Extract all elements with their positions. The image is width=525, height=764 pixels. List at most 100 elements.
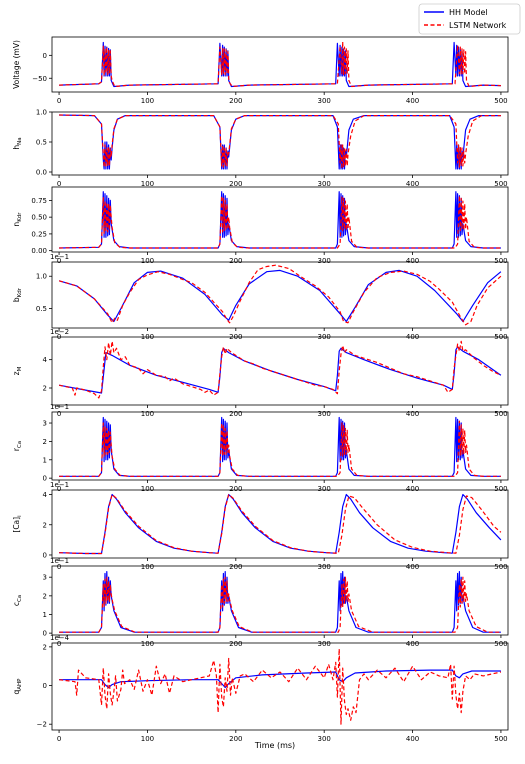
x-tick-label: 500	[494, 563, 507, 571]
x-tick-label: 0	[57, 410, 61, 418]
y-tick-label: 0.50	[31, 214, 47, 222]
legend-frame	[418, 3, 521, 35]
y-axis-label: [Ca]i	[12, 515, 23, 533]
axes-frame	[51, 111, 509, 176]
x-tick-label: 100	[141, 735, 154, 743]
x-tick-label: 0	[57, 563, 61, 571]
axes-frame	[51, 336, 509, 406]
x-tick-label: 400	[406, 485, 419, 493]
x-tick-label: 0	[57, 735, 61, 743]
y-tick-label: 0.75	[31, 197, 47, 205]
y-tick-label: 2	[43, 521, 47, 529]
series-line-hh-model	[59, 114, 501, 170]
y-tick-label: 2	[43, 592, 47, 600]
y-axis-label: Voltage (mV)	[12, 40, 21, 89]
x-tick-label: 500	[494, 180, 507, 188]
series-line-hh-model	[58, 269, 502, 323]
x-tick-label: 0	[57, 97, 61, 105]
y-tick-label: 1	[43, 456, 47, 464]
y-axis-label-subscript: Na	[17, 137, 23, 145]
y-axis-label-subscript: i	[17, 515, 23, 517]
series-line-hh-model	[59, 416, 501, 477]
x-tick-label: 400	[406, 180, 419, 188]
series-line-lstm-network	[58, 264, 502, 326]
y-axis-multiplier: 1e−1	[50, 481, 69, 489]
x-tick-label: 300	[317, 485, 330, 493]
x-tick-label: 500	[494, 97, 507, 105]
y-axis-label-subscript: M	[17, 366, 23, 371]
x-tick-label: 100	[141, 257, 154, 265]
y-tick-label: 0	[43, 551, 47, 559]
x-tick-label: 100	[141, 640, 154, 648]
y-axis-multiplier: 1e−1	[50, 557, 69, 565]
x-tick-label: 100	[141, 410, 154, 418]
x-axis-label: Time (ms)	[254, 741, 295, 750]
x-tick-label: 500	[494, 257, 507, 265]
x-tick-label: 100	[141, 180, 154, 188]
legend-label-hh-model: HH Model	[449, 8, 488, 17]
y-tick-label: 2	[43, 643, 47, 651]
y-axis-multiplier: 1e−1	[50, 253, 69, 261]
x-tick-label: 200	[229, 97, 242, 105]
y-axis-label-subscript: Ca	[17, 595, 23, 602]
x-tick-label: 500	[494, 410, 507, 418]
y-tick-label: 1.0	[36, 273, 47, 281]
y-axis-label-subscript: AHP	[17, 678, 23, 690]
y-tick-label: −2	[37, 721, 47, 729]
x-tick-label: 200	[229, 485, 242, 493]
panel-5: 0 100 200 300 400 500 0 1 2 3 1e−1 rCa	[12, 403, 509, 493]
y-axis-label: nKdr	[12, 212, 23, 227]
series-line-lstm-network	[59, 576, 501, 633]
x-tick-label: 300	[317, 735, 330, 743]
x-tick-label: 200	[229, 563, 242, 571]
x-tick-label: 300	[317, 563, 330, 571]
y-tick-label: 2	[43, 438, 47, 446]
x-tick-label: 200	[229, 735, 242, 743]
y-tick-label: 0.5	[36, 139, 47, 147]
x-tick-label: 0	[57, 640, 61, 648]
x-tick-label: 200	[229, 640, 242, 648]
legend-label-lstm-network: LSTM Network	[449, 21, 507, 30]
y-axis-label: cCa	[12, 595, 23, 606]
axes-frame	[51, 411, 509, 481]
x-tick-label: 0	[57, 180, 61, 188]
series-line-hh-model	[59, 191, 501, 249]
y-tick-label: 3	[43, 420, 47, 428]
y-tick-label: 0	[43, 52, 47, 60]
x-tick-label: 300	[317, 97, 330, 105]
series-line-hh-model	[59, 493, 502, 555]
x-tick-label: 400	[406, 410, 419, 418]
y-tick-label: 4	[43, 356, 48, 364]
x-tick-label: 400	[406, 735, 419, 743]
y-tick-label: 1	[43, 611, 47, 619]
x-tick-label: 400	[406, 640, 419, 648]
series-line-lstm-network	[59, 195, 501, 249]
x-tick-label: 500	[494, 485, 507, 493]
legend: HH Model LSTM Network	[418, 3, 521, 35]
y-axis-label: qAHP	[12, 678, 23, 695]
panel-8: 0 100 200 300 400 500 −2 0 21e−4 qAHP	[12, 634, 509, 743]
x-tick-label: 500	[494, 640, 507, 648]
y-axis-label: rCa	[12, 441, 23, 451]
y-tick-label: 0.5	[36, 305, 47, 313]
panel-0: 0 100 200 300 400 500 0 −50 Voltage (mV)	[12, 36, 509, 105]
axes-frame	[51, 186, 509, 253]
axes-frame	[51, 642, 509, 731]
x-tick-label: 100	[141, 97, 154, 105]
axes-frame	[51, 261, 509, 329]
series-line-lstm-network	[59, 420, 501, 477]
series-line-lstm-network	[59, 41, 501, 88]
x-tick-label: 200	[229, 257, 242, 265]
y-axis-label-subscript: Kdr	[17, 212, 23, 222]
y-tick-label: 4	[43, 491, 48, 499]
y-tick-label: 2	[43, 385, 47, 393]
x-tick-label: 100	[141, 563, 154, 571]
series-line-lstm-network	[59, 493, 502, 555]
x-tick-label: 0	[57, 485, 61, 493]
x-tick-label: 0	[57, 257, 61, 265]
x-tick-label: 300	[317, 640, 330, 648]
y-tick-label: 0.0	[36, 169, 47, 177]
